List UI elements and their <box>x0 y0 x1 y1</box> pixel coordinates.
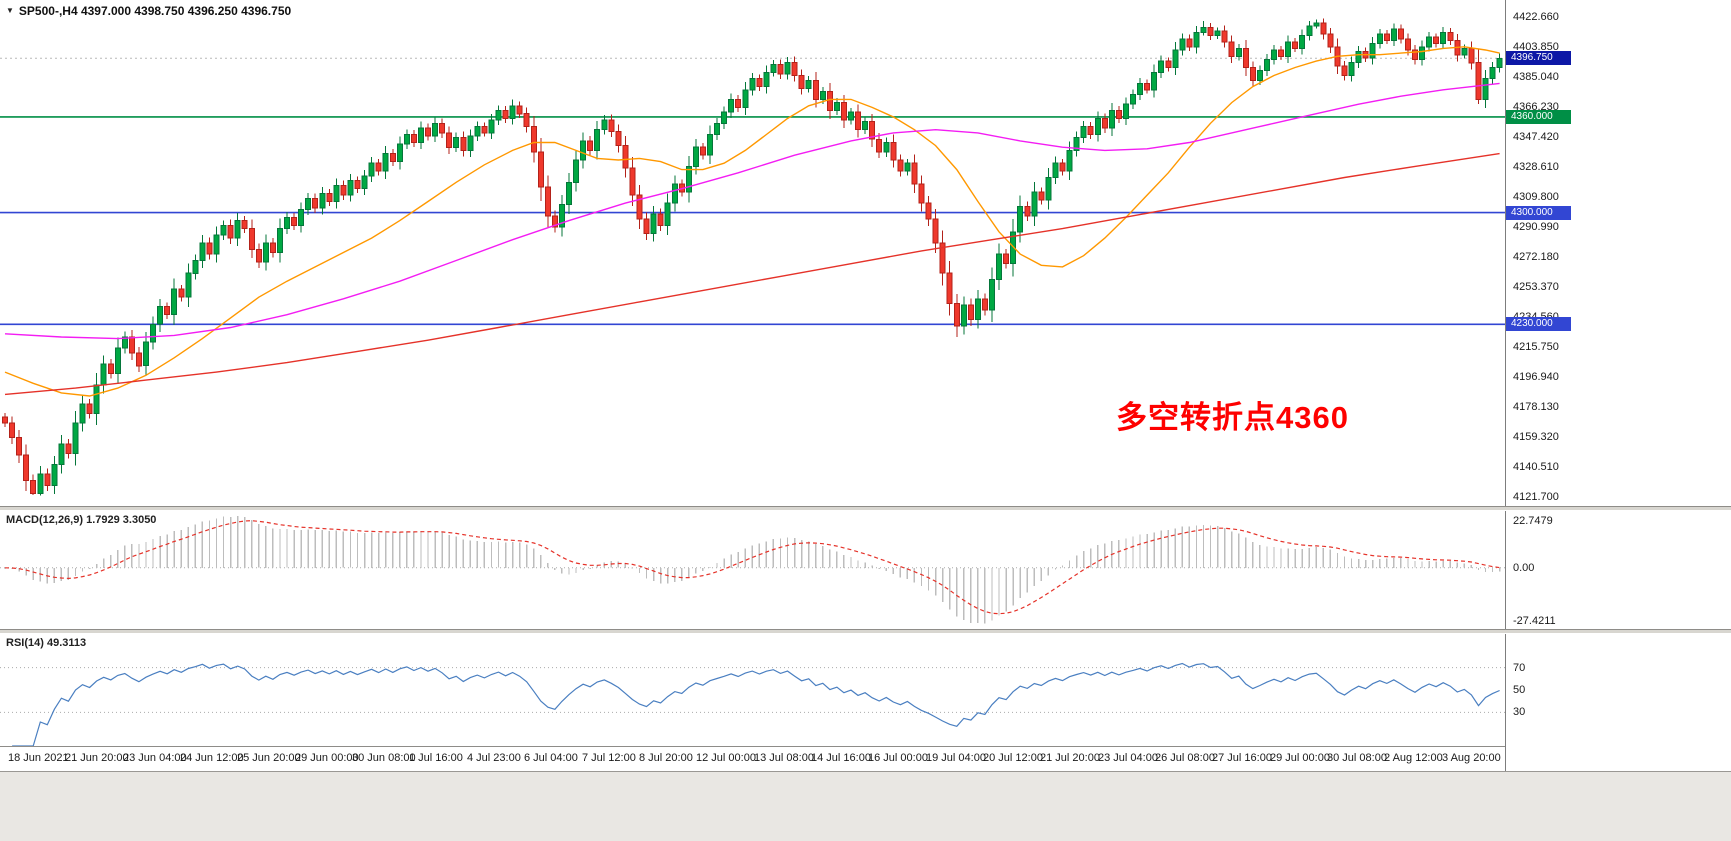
panel-divider-macd-rsi[interactable] <box>0 629 1731 634</box>
rsi-label: RSI(14) 49.3113 <box>6 637 87 649</box>
date-label: 24 Jun 12:00 <box>180 752 244 764</box>
macd-indicator-canvas[interactable] <box>0 511 1505 629</box>
price-axis-label: 4159.320 <box>1513 431 1559 443</box>
price-axis-label: 4309.800 <box>1513 191 1559 203</box>
date-label: 3 Aug 20:00 <box>1442 752 1501 764</box>
price-axis-label: 4140.510 <box>1513 461 1559 473</box>
date-label: 30 Jun 08:00 <box>352 752 416 764</box>
time-axis-border <box>0 746 1505 747</box>
chart-collapse-icon[interactable]: ▼ <box>6 6 14 15</box>
price-badge-4300.000: 4300.000 <box>1506 206 1571 220</box>
time-axis[interactable]: 18 Jun 2021 21 Jun 20:00 23 Jun 04:00 24 Ju… <box>0 747 1505 770</box>
price-badge-4360.000: 4360.000 <box>1506 110 1571 124</box>
rsi-axis-label-70: 70 <box>1513 662 1526 674</box>
symbol-info: ▼ SP500-,H4 4397.000 4398.750 4396.250 43… <box>6 4 291 18</box>
date-label: 14 Jul 16:00 <box>811 752 871 764</box>
macd-axis-max-label: 22.7479 <box>1513 515 1553 527</box>
price-axis-label: 4422.660 <box>1513 11 1559 23</box>
panel-divider-price-macd[interactable] <box>0 506 1731 511</box>
symbol-ohlc-text: SP500-,H4 4397.000 4398.750 4396.250 439… <box>18 4 292 18</box>
ma-mid-magenta <box>4 82 1500 340</box>
price-axis-label: 4403.850 <box>1513 41 1559 53</box>
price-axis[interactable]: 4422.660 4403.850 4385.040 4366.230 4347.420… <box>1505 0 1731 771</box>
annotation-text: 多空转折点4360 <box>1116 400 1349 435</box>
rsi-indicator-canvas[interactable] <box>0 634 1505 746</box>
price-axis-label: 4385.040 <box>1513 71 1559 83</box>
date-label: 26 Jul 08:00 <box>1155 752 1215 764</box>
ma-fast-orange <box>4 46 1500 397</box>
date-label: 23 Jun 04:00 <box>123 752 187 764</box>
rsi-axis-label-30: 30 <box>1513 706 1526 718</box>
price-axis-label: 4196.940 <box>1513 371 1559 383</box>
macd-label: MACD(12,26,9) 1.7929 3.3050 <box>6 514 157 526</box>
price-axis-label: 4121.700 <box>1513 491 1559 503</box>
price-axis-label: 4215.750 <box>1513 341 1559 353</box>
price-axis-label: 4272.180 <box>1513 251 1559 263</box>
date-label: 18 Jun 2021 <box>8 752 69 764</box>
price-badge-4396.750: 4396.750 <box>1506 51 1571 65</box>
date-label: 8 Jul 20:00 <box>639 752 693 764</box>
window-bottom-area <box>0 771 1731 841</box>
macd-signal-line <box>4 520 1500 615</box>
price-axis-label: 4290.990 <box>1513 221 1559 233</box>
date-label: 1 Jul 16:00 <box>409 752 463 764</box>
date-label: 25 Jun 20:00 <box>237 752 301 764</box>
price-axis-label: 4253.370 <box>1513 281 1559 293</box>
price-chart-canvas[interactable] <box>0 0 1505 506</box>
date-label: 19 Jul 04:00 <box>926 752 986 764</box>
date-label: 23 Jul 04:00 <box>1098 752 1158 764</box>
ma-slow-red <box>4 152 1500 396</box>
date-label: 29 Jun 00:00 <box>295 752 359 764</box>
date-label: 21 Jun 20:00 <box>65 752 129 764</box>
date-label: 29 Jul 00:00 <box>1270 752 1330 764</box>
rsi-axis-label-50: 50 <box>1513 684 1526 696</box>
date-label: 27 Jul 16:00 <box>1212 752 1272 764</box>
macd-histogram <box>4 516 1501 624</box>
date-label: 6 Jul 04:00 <box>524 752 578 764</box>
date-label: 21 Jul 20:00 <box>1040 752 1100 764</box>
rsi-line <box>12 662 1500 746</box>
price-axis-label: 4347.420 <box>1513 131 1559 143</box>
macd-axis-min-label: -27.4211 <box>1513 615 1556 627</box>
candles-layer <box>2 18 1503 496</box>
macd-axis-zero-label: 0.00 <box>1513 562 1535 574</box>
date-label: 7 Jul 12:00 <box>582 752 636 764</box>
date-label: 30 Jul 08:00 <box>1327 752 1387 764</box>
date-label: 4 Jul 23:00 <box>467 752 521 764</box>
date-label: 2 Aug 12:00 <box>1384 752 1443 764</box>
date-label: 13 Jul 08:00 <box>754 752 814 764</box>
price-badge-4230.000: 4230.000 <box>1506 317 1571 331</box>
date-label: 20 Jul 12:00 <box>983 752 1043 764</box>
price-axis-label: 4178.130 <box>1513 401 1559 413</box>
date-label: 12 Jul 00:00 <box>696 752 756 764</box>
price-axis-label: 4328.610 <box>1513 161 1559 173</box>
date-label: 16 Jul 00:00 <box>868 752 928 764</box>
